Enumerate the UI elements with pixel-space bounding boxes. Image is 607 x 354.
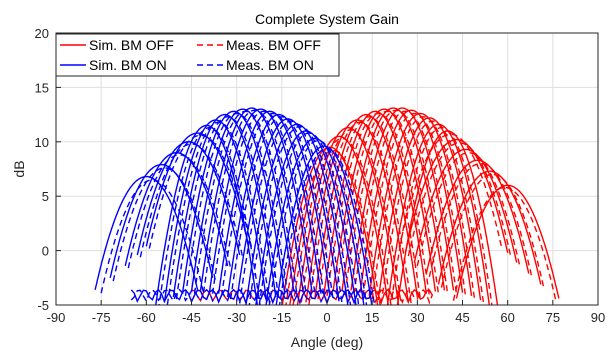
- beam-curve: [362, 112, 467, 297]
- beam-curve: [368, 112, 473, 296]
- y-tick-label: 20: [35, 26, 49, 41]
- beam-curve: [292, 137, 392, 305]
- series-meas-bm-off: [191, 109, 557, 305]
- beam-curve: [181, 110, 286, 294]
- y-tick-label: 0: [42, 244, 49, 259]
- legend-label-meas-on: Meas. BM ON: [226, 57, 314, 73]
- beam-curve: [94, 175, 199, 290]
- beam-curve: [158, 126, 261, 305]
- beam-curve: [100, 179, 205, 294]
- beam-curve: [265, 137, 365, 305]
- beam-curve: [220, 112, 325, 297]
- beam-curve: [413, 148, 518, 263]
- beam-curve: [184, 112, 289, 297]
- tick-labels: -90 -75 -60 -45 -30 -15 0 15 30 45 60 75 90 -5 0 5 10 15 2…: [35, 26, 606, 325]
- beam-curve: [404, 138, 509, 253]
- beam-curve: [239, 120, 343, 304]
- x-tick-label: 60: [500, 310, 514, 325]
- legend: Sim. BM OFF Meas. BM OFF Sim. BM ON Meas…: [55, 33, 340, 77]
- x-axis-label: Angle (deg): [291, 334, 363, 350]
- beam-curves: [94, 107, 560, 305]
- beam-curve: [199, 107, 304, 291]
- beam-curve: [335, 110, 440, 294]
- x-tick-label: 45: [455, 310, 469, 325]
- beam-curve: [350, 107, 455, 291]
- beam-curve: [148, 134, 253, 249]
- beam-curve: [359, 109, 464, 293]
- x-tick-label: -15: [272, 310, 291, 325]
- beam-curve: [175, 116, 280, 300]
- x-tick-label: -30: [227, 310, 246, 325]
- sidelobe-trace: [191, 288, 434, 305]
- y-tick-label: -5: [37, 298, 49, 313]
- beam-curve: [437, 170, 542, 285]
- x-tick-label: -90: [47, 310, 66, 325]
- y-tick-label: 5: [42, 189, 49, 204]
- beam-curve: [371, 116, 476, 300]
- x-tick-label: 75: [546, 310, 560, 325]
- beam-curve: [208, 108, 313, 292]
- legend-label-sim-on: Sim. BM ON: [89, 57, 167, 73]
- chart-title: Complete System Gain: [255, 11, 399, 27]
- beam-curve: [255, 130, 357, 305]
- beam-curve: [289, 135, 389, 305]
- beam-curve: [112, 167, 217, 282]
- beam-curve: [258, 132, 360, 305]
- y-tick-label: 10: [35, 135, 49, 150]
- beam-curve: [278, 147, 376, 305]
- beam-curve: [440, 173, 545, 288]
- x-tick-label: -45: [182, 310, 201, 325]
- beam-curve: [124, 151, 229, 267]
- beam-curve: [452, 186, 557, 301]
- beam-curve: [323, 110, 428, 294]
- x-tick-label: 90: [591, 310, 605, 325]
- beam-curve: [380, 120, 485, 304]
- y-tick-label: 15: [35, 80, 49, 95]
- legend-label-sim-off: Sim. BM OFF: [89, 37, 174, 53]
- beam-curve: [211, 110, 316, 294]
- beam-curve: [428, 162, 533, 277]
- series-meas-bm-on: [100, 109, 376, 305]
- sidelobe-trace: [130, 288, 373, 304]
- beam-curve: [202, 109, 307, 293]
- beam-curve: [139, 143, 244, 258]
- x-tick-label: 0: [323, 310, 330, 325]
- beam-curve: [296, 126, 400, 305]
- sidelobe-trace: [130, 288, 373, 305]
- beam-curve: [300, 129, 402, 305]
- beam-curve: [229, 116, 334, 300]
- x-tick-label: 30: [410, 310, 424, 325]
- y-axis-label: dB: [11, 160, 27, 177]
- beam-curve: [127, 154, 232, 269]
- x-tick-label: 15: [365, 310, 379, 325]
- beam-curve: [172, 113, 277, 298]
- beam-curve: [353, 110, 458, 294]
- x-tick-label: -75: [92, 310, 111, 325]
- beam-curve: [341, 107, 446, 291]
- legend-box: [55, 33, 340, 77]
- beam-curve: [416, 151, 521, 267]
- beam-curve: [217, 110, 322, 294]
- beam-curve: [455, 184, 560, 299]
- beam-curve: [275, 145, 373, 305]
- beam-curve: [226, 113, 331, 298]
- beam-curve: [317, 116, 421, 300]
- beam-curve: [398, 133, 503, 248]
- beam-curve: [344, 109, 449, 293]
- beam-curve: [390, 126, 493, 305]
- beam-curve: [248, 125, 352, 305]
- legend-label-meas-off: Meas. BM OFF: [226, 37, 321, 53]
- x-tick-label: -60: [137, 310, 156, 325]
